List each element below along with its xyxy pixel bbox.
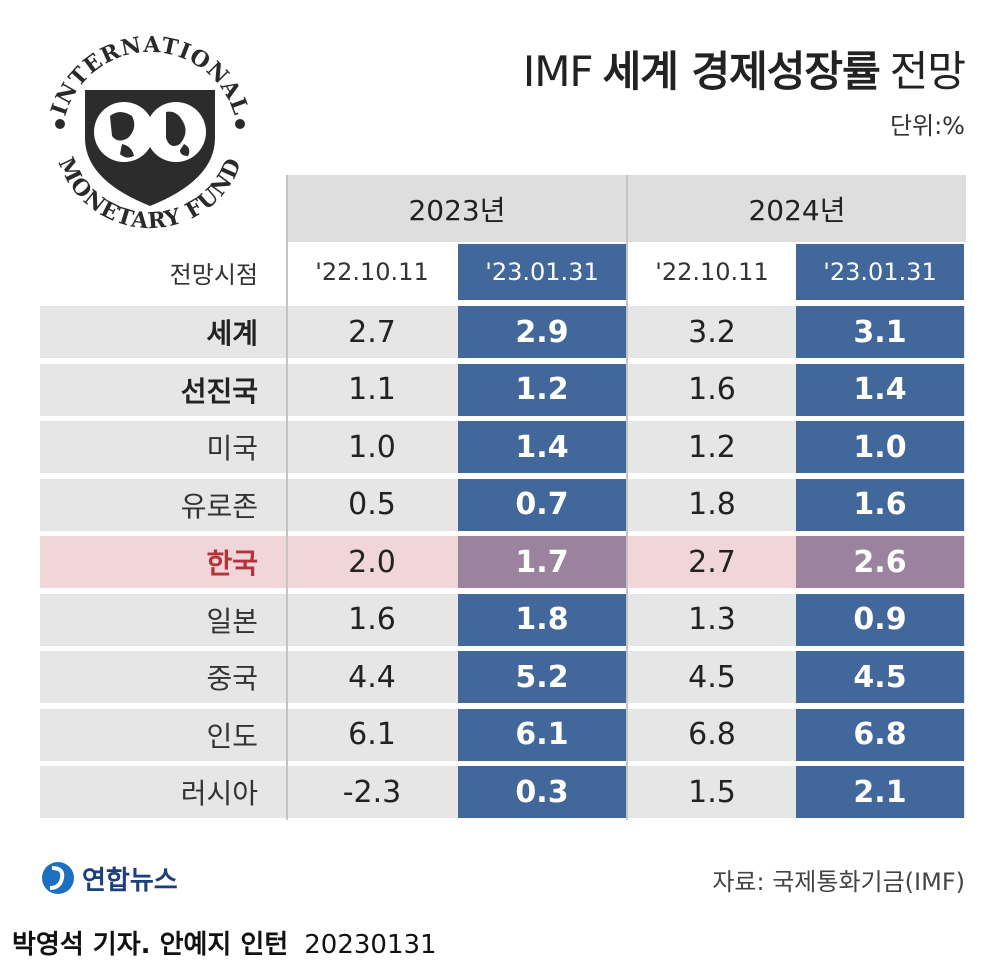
column-divider	[286, 175, 288, 820]
value-cell: 1.6	[688, 372, 736, 407]
value-cell: 2.7	[348, 314, 396, 350]
unit-label: 단위:%	[889, 112, 965, 140]
yonhap-name: 연합뉴스	[82, 865, 178, 896]
value-cell: 5.2	[458, 651, 626, 703]
value-cell: 1.1	[348, 372, 396, 407]
yonhap-brand: 연합뉴스	[40, 858, 178, 898]
row-label: 유로존	[180, 489, 258, 523]
value-cell: 2.9	[458, 306, 626, 358]
row-label: 선진국	[180, 374, 258, 408]
value-cell: 6.1	[458, 708, 626, 761]
value-cell: 1.0	[348, 429, 396, 465]
value-cell: 4.5	[796, 651, 964, 703]
value-cell: 1.6	[796, 478, 964, 531]
source-note: 자료: 국제통화기금(IMF)	[712, 868, 965, 896]
value-cell: 1.2	[458, 363, 626, 416]
yonhap-logo-icon	[42, 862, 74, 894]
value-cell: 2.1	[796, 766, 964, 818]
column-divider	[626, 175, 628, 820]
chart-title: IMF 세계 경제성장률 전망	[522, 38, 966, 99]
forecast-date: '23.01.31	[458, 244, 626, 300]
forecast-date: '22.10.11	[655, 258, 769, 286]
value-cell: 6.1	[348, 717, 396, 752]
value-cell: 4.4	[348, 659, 396, 695]
value-cell: 0.5	[348, 487, 396, 522]
title-part-forecast: 전망	[889, 47, 966, 96]
forecast-date: '23.01.31	[796, 244, 964, 300]
value-cell: 3.1	[796, 306, 964, 358]
credit-name: 박영석 기자. 안예지 인턴	[12, 930, 289, 960]
value-cell: 1.5	[688, 774, 736, 810]
value-cell: 6.8	[796, 708, 964, 761]
title-part-main: 세계 경제성장률	[602, 47, 881, 96]
value-cell: 1.8	[458, 593, 626, 646]
imf-logo-icon: INTERNATIONAL MONETARY FUND	[46, 32, 253, 235]
value-cell: 6.8	[688, 717, 736, 752]
value-cell: 0.7	[458, 478, 626, 531]
value-cell: 0.3	[458, 766, 626, 818]
value-cell: 1.3	[688, 602, 736, 637]
row-label: 한국	[206, 547, 258, 580]
row-label: 인도	[206, 719, 258, 753]
value-cell: -2.3	[342, 774, 402, 810]
row-label: 미국	[206, 432, 258, 465]
value-cell: 0.9	[796, 593, 964, 646]
credit-line: 박영석 기자. 안예지 인턴 20230131	[12, 924, 437, 961]
row-label: 중국	[206, 662, 258, 695]
title-part-imf: IMF	[522, 47, 594, 96]
value-cell: 3.2	[688, 314, 736, 350]
value-cell: 1.4	[796, 363, 964, 416]
value-cell: 1.2	[688, 429, 736, 465]
forecast-date: '22.10.11	[315, 258, 429, 286]
year-header: 2024년	[628, 175, 966, 242]
value-cell: 2.0	[348, 544, 396, 580]
value-cell: 1.4	[458, 421, 626, 473]
value-cell: 1.6	[348, 602, 396, 637]
value-cell: 1.8	[688, 487, 736, 522]
credit-date: 20230131	[304, 930, 437, 960]
value-cell: 1.7	[458, 536, 626, 588]
row-label: 러시아	[180, 777, 258, 810]
forecast-date-label: 전망시점	[169, 260, 258, 289]
value-cell: 2.7	[688, 544, 736, 580]
value-cell: 2.6	[796, 536, 964, 588]
value-cell: 1.0	[796, 421, 964, 473]
row-label: 일본	[206, 604, 258, 638]
row-label: 세계	[206, 317, 258, 350]
value-cell: 4.5	[688, 659, 736, 695]
year-header: 2023년	[288, 175, 626, 242]
